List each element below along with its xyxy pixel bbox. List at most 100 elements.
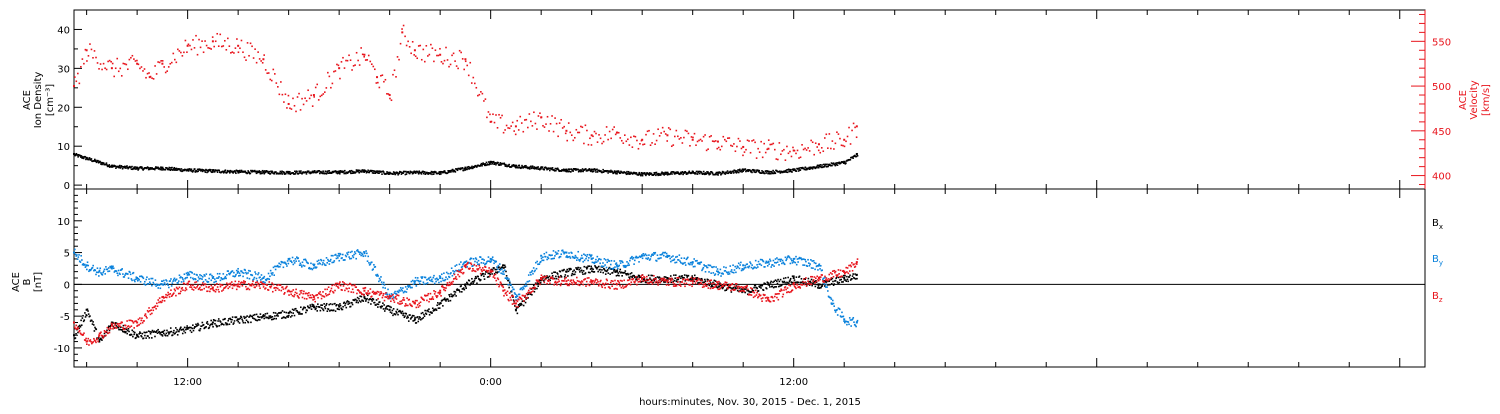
velocity-series-sample xyxy=(710,135,712,137)
by-series-sample xyxy=(497,268,499,270)
bx-series-sample xyxy=(142,333,144,335)
bz-series-sample xyxy=(336,285,338,287)
by-series-sample xyxy=(568,256,570,258)
bx-series-sample xyxy=(243,322,245,324)
density-series-sample xyxy=(616,173,618,175)
bx-series-sample xyxy=(822,284,824,286)
bx-series-sample xyxy=(132,336,134,338)
bx-series-sample xyxy=(280,312,282,314)
velocity-series-sample xyxy=(595,133,597,135)
density-series-sample xyxy=(823,164,825,166)
by-series-sample xyxy=(426,279,428,281)
by-series-sample xyxy=(184,273,186,275)
velocity-series-sample xyxy=(756,157,758,159)
by-series-sample xyxy=(472,265,474,267)
bz-series-sample xyxy=(102,337,104,339)
bx-series-sample xyxy=(638,275,640,277)
by-series-sample xyxy=(336,255,338,257)
bx-series-sample xyxy=(243,316,245,318)
by-series-sample xyxy=(200,278,202,280)
bx-series-sample xyxy=(287,316,289,318)
bx-series-sample xyxy=(820,287,822,289)
bx-series-sample xyxy=(390,307,392,309)
velocity-series-sample xyxy=(435,49,437,51)
by-series-sample xyxy=(605,259,607,261)
by-series-sample xyxy=(737,266,739,268)
by-series-sample xyxy=(134,281,136,283)
bx-series-sample xyxy=(777,279,779,281)
density-series-sample xyxy=(787,171,789,173)
bx-series-sample xyxy=(590,266,592,268)
by-series-sample xyxy=(248,270,250,272)
bx-series-sample xyxy=(455,295,457,297)
bx-series-sample xyxy=(326,303,328,305)
bz-series-sample xyxy=(139,317,141,319)
velocity-series-sample xyxy=(482,93,484,95)
by-series-sample xyxy=(76,254,78,256)
by-series-sample xyxy=(725,267,727,269)
bx-series-sample xyxy=(380,307,382,309)
bx-series-sample xyxy=(831,283,833,285)
density-series-sample xyxy=(282,173,284,175)
by-series-sample xyxy=(491,258,493,260)
velocity-series-sample xyxy=(769,144,771,146)
velocity-series-sample xyxy=(553,131,555,133)
bx-series-sample xyxy=(847,281,849,283)
by-series-sample xyxy=(97,267,99,269)
by-series-sample xyxy=(523,288,525,290)
velocity-series-sample xyxy=(744,151,746,153)
bz-series-sample xyxy=(229,286,231,288)
velocity-series-sample xyxy=(286,107,288,109)
bx-series-sample xyxy=(583,266,585,268)
bz-series-sample xyxy=(179,287,181,289)
bx-series-sample xyxy=(171,331,173,333)
by-series-sample xyxy=(780,260,782,262)
by-series-sample xyxy=(519,294,521,296)
bz-series-sample xyxy=(243,280,245,282)
bz-series-sample xyxy=(244,282,246,284)
by-series-sample xyxy=(790,258,792,260)
velocity-series-sample xyxy=(753,139,755,141)
velocity-series-sample xyxy=(501,115,503,117)
velocity-series-sample xyxy=(672,144,674,146)
velocity-series-sample xyxy=(262,62,264,64)
velocity-series-sample xyxy=(318,99,320,101)
by-series-sample xyxy=(460,261,462,263)
bx-series-sample xyxy=(799,275,801,277)
bz-series-sample xyxy=(259,285,261,287)
bx-series-sample xyxy=(471,278,473,280)
by-series-sample xyxy=(814,269,816,271)
velocity-series-sample xyxy=(392,74,394,76)
bx-series-sample xyxy=(460,285,462,287)
bz-series-sample xyxy=(199,287,201,289)
velocity-series-sample xyxy=(736,146,738,148)
bx-series-sample xyxy=(779,281,781,283)
velocity-series-sample xyxy=(632,146,634,148)
by-series-sample xyxy=(703,267,705,269)
velocity-series-sample xyxy=(288,95,290,97)
bx-series-sample xyxy=(540,282,542,284)
by-series-sample xyxy=(813,260,815,262)
bz-series-sample xyxy=(112,328,114,330)
by-series-sample xyxy=(232,275,234,277)
velocity-series-sample xyxy=(853,123,855,125)
velocity-series-sample xyxy=(453,53,455,55)
bz-series-sample xyxy=(311,297,313,299)
bx-series-sample xyxy=(559,271,561,273)
bz-series-sample xyxy=(277,288,279,290)
by-series-sample xyxy=(456,264,458,266)
by-series-sample xyxy=(676,262,678,264)
velocity-series-sample xyxy=(86,60,88,62)
velocity-series-sample xyxy=(844,146,846,148)
bx-series-sample xyxy=(210,320,212,322)
velocity-series-sample xyxy=(818,150,820,152)
bx-series-sample xyxy=(172,334,174,336)
by-series-sample xyxy=(136,278,138,280)
by-series-sample xyxy=(591,254,593,256)
bx-series-sample xyxy=(177,334,179,336)
velocity-series-sample xyxy=(257,51,259,53)
bx-series-sample xyxy=(274,315,276,317)
bx-series-sample xyxy=(125,331,127,333)
bx-series-sample xyxy=(589,272,591,274)
velocity-series-sample xyxy=(430,44,432,46)
